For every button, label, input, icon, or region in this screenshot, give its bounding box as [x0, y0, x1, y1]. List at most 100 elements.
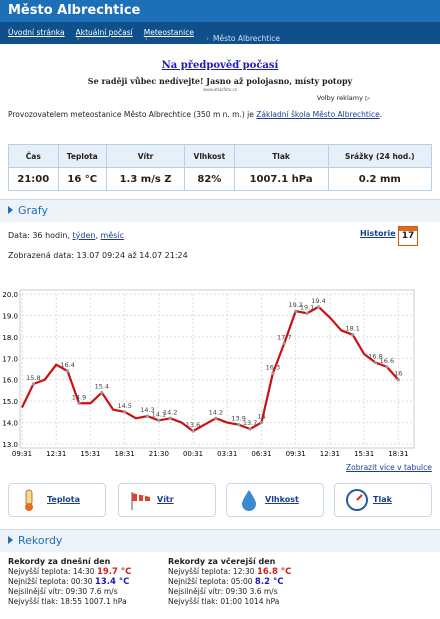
tab[interactable]: Vlhkost [226, 483, 324, 517]
value-cell: 16 °C [57, 167, 107, 191]
crumb-link[interactable]: Úvodní stránka [8, 28, 65, 37]
point [248, 427, 252, 431]
ad-options-text[interactable]: Volby reklamy [316, 94, 363, 102]
record-time: 14:30 [72, 567, 95, 576]
point [100, 390, 104, 395]
record-row: Nejnižší teplota: 05:00 8.2 °C [168, 577, 291, 587]
tab-label[interactable]: Tlak [373, 495, 392, 504]
shown-range: Zobrazená data: 13.07 09:24 až 14.07 21:… [8, 251, 188, 260]
thermo-icon [25, 489, 33, 511]
record-row: Nejvyšší tlak: 01:00 1014 hPa [168, 597, 291, 607]
record-label: Nejvyšší teplota: [8, 567, 71, 576]
ad-options[interactable]: Volby reklamy ▷ [316, 94, 370, 102]
ad-url: www.atlasfoto.cz [203, 87, 237, 92]
data-label: 15.8 [26, 374, 40, 382]
x-tick-label: 09:31 [286, 450, 306, 458]
record-value: 7.6 m/s [89, 587, 118, 596]
more-link[interactable]: Zobrazit více v tabulce [346, 463, 432, 472]
x-tick-label: 09:31 [12, 450, 32, 458]
x-tick-label: 18:31 [115, 450, 135, 458]
record-time: 01:00 [220, 597, 242, 606]
value-cell: 0.2 mm [327, 167, 433, 191]
x-tick-label: 15:31 [354, 450, 374, 458]
data-label: 16.4 [60, 361, 74, 369]
data-label: 14.5 [117, 402, 131, 410]
record-row: Nejvyšší teplota: 12:30 16.8 °C [168, 567, 291, 577]
ad-title[interactable]: Na předpověď počasí [161, 60, 279, 71]
wind-icon [131, 492, 150, 510]
x-tick-label: 00:31 [183, 450, 203, 458]
drop-icon [242, 490, 256, 511]
point [305, 311, 309, 315]
history-link[interactable]: Historie [360, 229, 396, 238]
tab[interactable]: Tlak [334, 483, 432, 517]
section-header: Rekordy [0, 529, 440, 552]
operator-link[interactable]: Základní škola Město Albrechtice [256, 110, 380, 119]
y-tick-label: 19.0 [2, 312, 18, 320]
record-label: Nejnižší teplota: [8, 577, 69, 586]
crumb-link[interactable]: Aktuální počasí [75, 28, 133, 37]
tab-label[interactable]: Vlhkost [265, 495, 299, 504]
record-time: 09:30 [65, 587, 88, 596]
data-label: 16 [394, 370, 402, 378]
record-value: 8.2 °C [254, 577, 284, 587]
records-title-row: Rekordy za dnešní den [8, 557, 131, 567]
tab-label[interactable]: Teplota [47, 495, 81, 504]
data-label: Data: 36 hodin, [8, 231, 70, 240]
value-cell: 82% [184, 167, 235, 191]
crumb-link[interactable]: Meteostanice [143, 28, 194, 37]
record-label: Nejsilnější vítr: [8, 587, 64, 596]
history[interactable]: Historie [360, 229, 396, 238]
section-title: Rekordy [18, 534, 63, 547]
y-tick-label: 15.0 [2, 398, 18, 406]
record-label: Nejvyšší teplota: [168, 567, 231, 576]
value-cell: 21:00 [8, 167, 59, 191]
records-title: Rekordy za dnešní den [8, 557, 111, 566]
operator-text: Provozovatelem meteostanice Město Albrec… [8, 110, 254, 119]
record-time: 05:00 [230, 577, 253, 586]
record-value: 19.7 °C [96, 567, 132, 577]
point [31, 382, 36, 386]
ad: Na předpověď počasí Se raději vůbec nedí… [0, 60, 440, 102]
data-label: 16.3 [266, 363, 280, 371]
ad-text: Se raději vůbec nedívejte! Jasno až polo… [87, 76, 353, 86]
y-tick-label: 18.0 [2, 334, 18, 342]
point [316, 305, 321, 309]
data-label: 13.9 [231, 415, 245, 423]
value-cell: 1007.1 hPa [233, 167, 329, 191]
point [214, 416, 218, 420]
record-value: 16.8 °C [256, 567, 292, 577]
header-cell: Vítr [105, 144, 186, 168]
tab-label[interactable]: Vítr [157, 495, 174, 504]
record-time: 00:30 [70, 577, 93, 586]
range-link[interactable]: týden [72, 231, 96, 240]
tab[interactable]: Vítr [118, 483, 216, 517]
header-cell: Teplota [57, 144, 107, 168]
point [191, 429, 195, 433]
y-tick-label: 20.0 [2, 291, 18, 299]
data-label: 13.7 [243, 419, 257, 427]
more[interactable]: Zobrazit více v tabulce [346, 463, 432, 472]
record-value: 1007.1 hPa [84, 597, 127, 606]
point [271, 371, 275, 375]
data-label: 14.2 [209, 408, 223, 416]
x-tick-label: 06:31 [251, 450, 271, 458]
data-label: 15.4 [95, 383, 109, 391]
tab[interactable]: Teplota [8, 483, 106, 517]
point [237, 423, 241, 427]
record-label: Nejsilnější vítr: [168, 587, 224, 596]
operator-end: . [379, 110, 383, 119]
range-link[interactable]: měsíc [100, 231, 125, 240]
x-tick-label: 12:31 [46, 450, 66, 458]
calendar-icon[interactable]: 17 [398, 226, 418, 246]
value-cell: 1.3 m/s Z [105, 167, 186, 191]
record-label: Nejnižší teplota: [168, 577, 229, 586]
records-title: Rekordy za včerejší den [168, 557, 276, 566]
point [373, 360, 378, 365]
record-row: Nejnižší teplota: 00:30 13.4 °C [8, 577, 131, 587]
record-row: Nejvyšší tlak: 18:55 1007.1 hPa [8, 597, 131, 607]
data-label: 19.4 [311, 297, 325, 305]
y-tick-label: 16.0 [2, 377, 18, 385]
title: Město Albrechtice [8, 3, 141, 18]
y-tick-label: 17.0 [2, 355, 18, 363]
